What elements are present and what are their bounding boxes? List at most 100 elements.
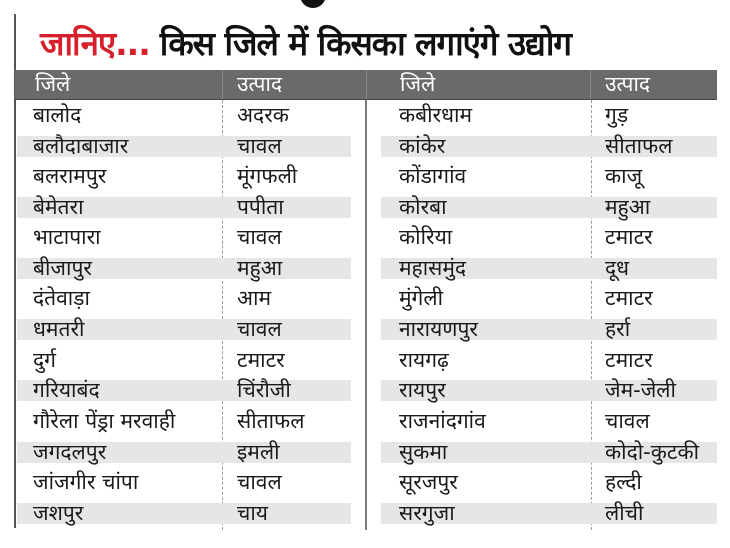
table-row: राजनांदगांव चावल [381, 406, 717, 437]
district-cell: दुर्ग [33, 347, 56, 372]
table-row: सरगुजा लीची [381, 500, 717, 525]
product-cell: टमाटर [605, 347, 653, 372]
table-row: जगदलपुर इमली [17, 439, 351, 464]
headline-top-fragment [300, 0, 326, 8]
headline-accent: जानिए... [40, 23, 151, 63]
district-cell: बेमेतरा [33, 194, 84, 219]
table-row: कोरबा महुआ [381, 194, 717, 219]
table-row: सुकमा कोदो-कुटकी [381, 439, 717, 464]
district-cell: कबीरधाम [399, 102, 473, 127]
product-cell: कोदो-कुटकी [605, 439, 700, 464]
product-cell: महुआ [237, 255, 283, 280]
district-cell: महासमुंद [399, 255, 467, 280]
left-border-rule [14, 14, 16, 528]
center-divider [365, 100, 367, 530]
product-cell: चावल [237, 317, 282, 342]
district-cell: गरियाबंद [33, 378, 100, 403]
district-cell: बलौदाबाजार [33, 133, 129, 158]
column-divider-left [222, 100, 223, 530]
district-cell: रायपुर [399, 378, 446, 403]
product-cell: आम [237, 286, 272, 311]
district-cell: धमतरी [33, 317, 85, 342]
district-cell: दंतेवाड़ा [33, 286, 90, 311]
header-district-left: जिले [35, 72, 71, 96]
product-cell: जेम-जेली [605, 378, 676, 403]
district-cell: कोरिया [399, 225, 453, 250]
product-cell: पपीता [237, 194, 284, 219]
table-row: जशपुर चाय [17, 500, 351, 525]
headline-text: किस जिले में किसका लगाएंगे उद्योग [159, 23, 572, 63]
district-cell: बालोद [33, 102, 82, 127]
district-cell: गौरेला पेंड्रा मरवाही [33, 408, 176, 433]
page-title: जानिए... किस जिले में किसका लगाएंगे उद्य… [40, 17, 572, 67]
table-row: बलौदाबाजार चावल [17, 133, 351, 158]
table-row: दुर्ग टमाटर [17, 345, 351, 376]
table-row: दंतेवाड़ा आम [17, 284, 351, 315]
column-divider-right [591, 100, 592, 530]
header-divider [590, 70, 591, 99]
district-cell: राजनांदगांव [399, 408, 486, 433]
table-right-half: कबीरधाम गुड़ कांकेर सीताफल कोंडागांव काजू क… [381, 100, 717, 530]
table-row: कबीरधाम गुड़ [381, 100, 717, 131]
table-row: बीजापुर महुआ [17, 255, 351, 280]
product-cell: मूंगफली [237, 163, 298, 188]
product-cell: चिंरौजी [237, 378, 291, 403]
product-cell: टमाटर [237, 347, 285, 372]
district-cell: जशपुर [33, 500, 84, 525]
product-cell: हल्दी [605, 469, 642, 494]
product-cell: चाय [237, 500, 268, 525]
district-cell: सूरजपुर [399, 469, 458, 494]
table-left-half: बालोद अदरक बलौदाबाजार चावल बलरामपुर मूंगफली… [17, 100, 351, 530]
product-cell: इमली [237, 439, 280, 464]
header-product-right: उत्पाद [605, 72, 651, 96]
district-cell: कोरबा [399, 194, 447, 219]
table-row: बलरामपुर मूंगफली [17, 161, 351, 192]
district-cell: सुकमा [399, 439, 448, 464]
district-cell: रायगढ़ [399, 347, 449, 372]
header-divider [222, 70, 223, 99]
table-row: धमतरी चावल [17, 317, 351, 342]
table-row: भाटापारा चावल [17, 222, 351, 253]
table-row: रायगढ़ टमाटर [381, 345, 717, 376]
district-cell: जांजगीर चांपा [33, 469, 139, 494]
product-cell: चावल [605, 408, 650, 433]
product-cell: सीताफल [237, 408, 305, 433]
product-cell: अदरक [237, 102, 289, 127]
district-cell: नारायणपुर [399, 317, 479, 342]
product-cell: लीची [605, 500, 644, 525]
product-cell: चावल [237, 469, 282, 494]
table-row: महासमुंद दूध [381, 255, 717, 280]
product-cell: चावल [237, 133, 282, 158]
product-cell: दूध [605, 255, 630, 280]
header-district-right: जिले [400, 72, 436, 96]
district-cell: सरगुजा [399, 500, 455, 525]
product-cell: टमाटर [605, 286, 653, 311]
table-header: जिले उत्पाद जिले उत्पाद [15, 70, 717, 100]
product-cell: महुआ [605, 194, 651, 219]
district-cell: भाटापारा [33, 225, 101, 250]
table-row: रायपुर जेम-जेली [381, 378, 717, 403]
header-product-left: उत्पाद [237, 72, 283, 96]
product-cell: सीताफल [605, 133, 673, 158]
table-row: सूरजपुर हल्दी [381, 467, 717, 498]
table-row: कोंडागांव काजू [381, 161, 717, 192]
district-cell: बीजापुर [33, 255, 92, 280]
product-cell: हर्रा [605, 317, 631, 342]
table-row: कोरिया टमाटर [381, 222, 717, 253]
district-cell: जगदलपुर [33, 439, 107, 464]
table-row: गौरेला पेंड्रा मरवाही सीताफल [17, 406, 351, 437]
district-cell: कोंडागांव [399, 163, 467, 188]
table-row: नारायणपुर हर्रा [381, 317, 717, 342]
district-cell: कांकेर [399, 133, 446, 158]
header-divider [366, 70, 367, 99]
product-cell: टमाटर [605, 225, 653, 250]
table-row: जांजगीर चांपा चावल [17, 467, 351, 498]
table-row: बालोद अदरक [17, 100, 351, 131]
district-cell: मुंगेली [399, 286, 444, 311]
table-row: बेमेतरा पपीता [17, 194, 351, 219]
product-cell: काजू [605, 163, 643, 188]
table-row: गरियाबंद चिंरौजी [17, 378, 351, 403]
table-row: कांकेर सीताफल [381, 133, 717, 158]
product-cell: गुड़ [605, 102, 629, 127]
table-row: मुंगेली टमाटर [381, 284, 717, 315]
